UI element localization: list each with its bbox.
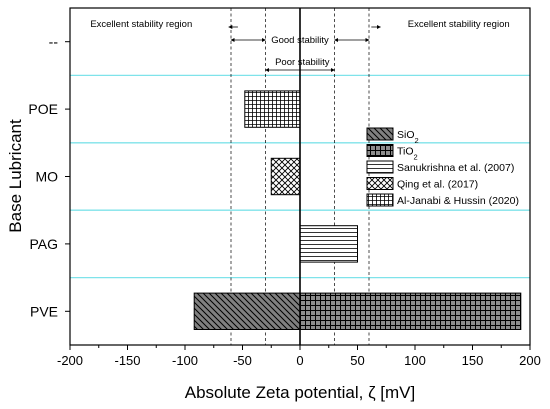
legend-swatch <box>366 177 394 190</box>
legend-label: TiO2 <box>397 146 418 162</box>
bar-poe <box>244 90 301 128</box>
x-tick-label: -150 <box>114 353 140 368</box>
bars <box>193 90 522 330</box>
legend-label: Qing et al. (2017) <box>397 179 478 191</box>
annotation-label: Good stability <box>271 35 329 46</box>
reference-lines <box>230 8 370 345</box>
legend-swatch <box>366 193 394 207</box>
x-axis-title: Absolute Zeta potential, ζ [mV] <box>185 383 416 402</box>
x-tick-label: 50 <box>350 353 364 368</box>
legend-swatch <box>366 160 394 174</box>
bar-mo <box>270 157 301 196</box>
y-tick-label: MO <box>35 169 58 185</box>
x-tick-label: 150 <box>462 353 484 368</box>
legend-swatch <box>366 127 394 141</box>
x-tick-label: 100 <box>404 353 426 368</box>
y-tick-label: -- <box>49 34 59 50</box>
y-axis-title: Base Lubricant <box>6 119 25 233</box>
legend-label: Sanukrishna et al. (2007) <box>397 162 514 174</box>
annotation-label: Excellent stability region <box>90 19 192 30</box>
stability-annotations: Excellent stability region Excellent stab… <box>90 19 510 72</box>
legend-label: SiO2 <box>397 129 419 145</box>
bar-pve <box>193 292 301 330</box>
x-axis: -200 -150 -100 -50 0 50 100 150 200 <box>57 345 541 368</box>
x-tick-label: -200 <box>57 353 83 368</box>
x-tick-label: -100 <box>172 353 198 368</box>
y-tick-label: PVE <box>30 303 58 319</box>
bar-pve <box>299 292 522 330</box>
x-tick-label: 200 <box>519 353 541 368</box>
y-axis: PVE PAG MO POE -- <box>28 34 70 319</box>
legend-swatch <box>366 144 394 157</box>
legend-label: Al-Janabi & Hussin (2020) <box>397 195 519 207</box>
bar-pag <box>299 225 358 263</box>
annotation-label: Excellent stability region <box>408 19 510 30</box>
x-tick-label: -50 <box>233 353 252 368</box>
x-tick-label: 0 <box>296 353 303 368</box>
y-tick-label: PAG <box>29 236 58 252</box>
annotation-label: Poor stability <box>275 57 330 68</box>
y-tick-label: POE <box>28 101 58 117</box>
